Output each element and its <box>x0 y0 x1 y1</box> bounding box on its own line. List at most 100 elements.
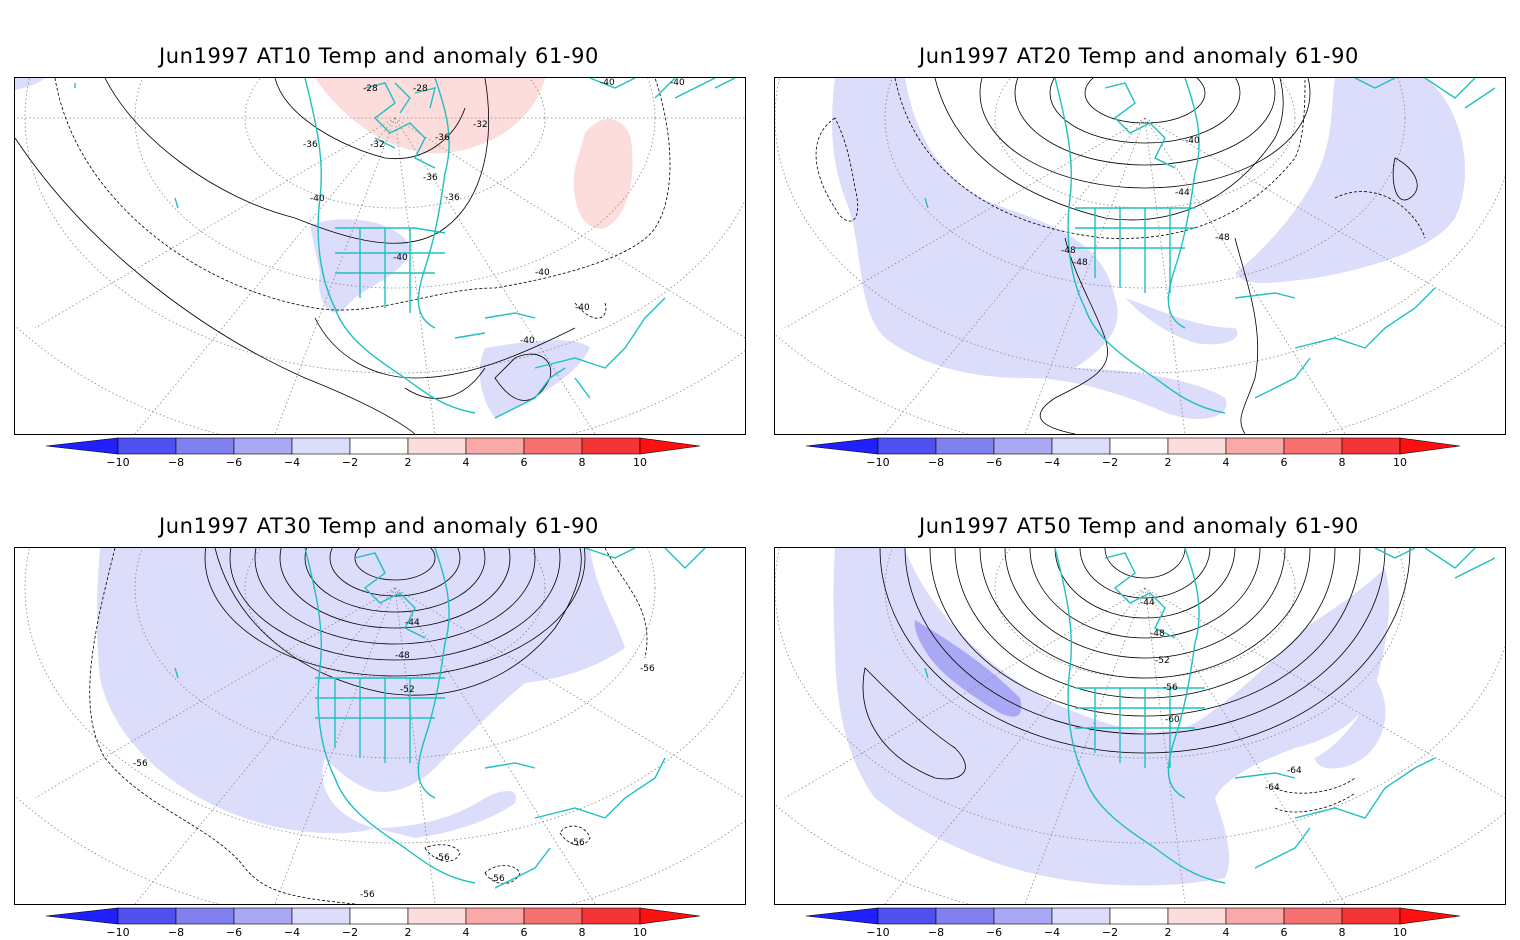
colorbar-svg <box>806 907 1461 925</box>
colorbar-svg <box>46 907 701 925</box>
anomaly-negative-region <box>1315 678 1386 769</box>
colorbar-label: −2 <box>341 456 359 469</box>
colorbar-label: 4 <box>462 456 470 469</box>
panel-at30: Jun1997 AT30 Temp and anomaly 61-90 <box>0 470 760 940</box>
colorbar-segment <box>117 437 177 455</box>
anomaly-positive-region <box>573 118 633 229</box>
colorbar-svg <box>46 437 701 455</box>
anomaly-negative-region <box>1125 298 1238 345</box>
colorbar-segment <box>46 437 119 455</box>
contour-label: -48 <box>1061 246 1076 256</box>
anomaly-negative-region <box>375 791 516 838</box>
colorbar-label: 8 <box>1338 456 1346 469</box>
anomaly-negative-region <box>15 78 45 90</box>
contour-label: -44 <box>1140 598 1155 608</box>
colorbar-label: 4 <box>462 926 470 939</box>
map-canvas <box>775 78 1505 434</box>
colorbar-label: −6 <box>225 456 243 469</box>
colorbar-segment <box>935 437 995 455</box>
colorbar-label: 10 <box>1393 456 1407 469</box>
colorbar-segment <box>175 437 235 455</box>
colorbar-segment <box>581 907 641 925</box>
colorbar-segment <box>523 907 583 925</box>
contour-label: -48 <box>1215 233 1230 243</box>
contour-label: -40 <box>670 78 685 88</box>
colorbar-label: −8 <box>927 456 945 469</box>
colorbar-label: 6 <box>520 456 528 469</box>
colorbar: −10 −8 −6 −4 −2 2 4 6 8 10 <box>806 436 1462 469</box>
colorbar-label: −8 <box>927 926 945 939</box>
contour-label: -40 <box>393 253 408 263</box>
colorbar-label: −2 <box>341 926 359 939</box>
coastline <box>924 78 1496 414</box>
colorbar-segment <box>407 907 467 925</box>
colorbar-segment <box>1225 907 1285 925</box>
map-at10: -28 -28 -32 -32 -36 -36 -36 -36 -40 -40 … <box>14 77 746 435</box>
colorbar-label: −2 <box>1101 456 1119 469</box>
colorbar-label: 6 <box>1280 456 1288 469</box>
coastline <box>924 548 1496 884</box>
map-canvas <box>775 548 1505 904</box>
map-at50: -44 -48 -52 -56 -60 -64 -64 <box>774 547 1506 905</box>
colorbar-segment <box>806 437 879 455</box>
colorbar-label: −6 <box>985 926 1003 939</box>
contour-label: -48 <box>395 651 410 661</box>
contour-label: -40 <box>535 268 550 278</box>
contour-label: -40 <box>575 303 590 313</box>
contour-label: -52 <box>400 685 415 695</box>
contour-label: -64 <box>1287 766 1302 776</box>
contour-label: -64 <box>1265 783 1280 793</box>
colorbar-label: 6 <box>1280 926 1288 939</box>
colorbar-label: 2 <box>1164 926 1172 939</box>
colorbar-segment <box>523 437 583 455</box>
colorbar-segment <box>1399 907 1461 925</box>
colorbar-segment <box>349 907 409 925</box>
panel-title: Jun1997 AT30 Temp and anomaly 61-90 <box>158 514 600 538</box>
colorbar-segment <box>1167 437 1227 455</box>
contour-label: -56 <box>1163 683 1178 693</box>
colorbar-label: 10 <box>633 926 647 939</box>
anomaly-negative-region-strong <box>914 620 1022 717</box>
colorbar-segment <box>1341 907 1401 925</box>
colorbar: −10 −8 −6 −4 −2 2 4 6 8 10 <box>46 906 702 939</box>
contour-label: -28 <box>413 84 428 94</box>
contour-label: -40 <box>1185 136 1200 146</box>
colorbar-segment <box>233 907 293 925</box>
contour-label: -56 <box>435 853 450 863</box>
colorbar-label: 4 <box>1222 926 1230 939</box>
panel-title: Jun1997 AT20 Temp and anomaly 61-90 <box>918 44 1360 68</box>
contour-label: -36 <box>423 173 438 183</box>
colorbar-label: −10 <box>106 456 130 469</box>
contour-label: -56 <box>360 890 375 900</box>
colorbar-label: 2 <box>1164 456 1172 469</box>
panel-title: Jun1997 AT10 Temp and anomaly 61-90 <box>158 44 600 68</box>
colorbar-segment <box>1341 437 1401 455</box>
panel-at20: Jun1997 AT20 Temp and anomaly 61-90 <box>760 0 1520 470</box>
colorbar-segment <box>877 907 937 925</box>
contour-label: -56 <box>640 664 655 674</box>
contour-label: -52 <box>1155 656 1170 666</box>
colorbar-label: −4 <box>283 456 301 469</box>
colorbar-segment <box>806 907 879 925</box>
colorbar-label: 8 <box>578 456 586 469</box>
contour-label: -40 <box>600 78 615 88</box>
colorbar-segment <box>175 907 235 925</box>
temperature-contours <box>815 78 1426 434</box>
panel-at10: Jun1997 AT10 Temp and anomaly 61-90 <box>0 0 760 470</box>
colorbar-segment <box>581 437 641 455</box>
colorbar-segment <box>1109 437 1169 455</box>
colorbar-segment <box>465 437 525 455</box>
colorbar-segment <box>1051 907 1111 925</box>
colorbar-segment <box>993 907 1053 925</box>
contour-label: -40 <box>310 194 325 204</box>
contour-label: -48 <box>1150 629 1165 639</box>
colorbar-label: 6 <box>520 926 528 939</box>
contour-label: -32 <box>473 120 488 130</box>
colorbar: −10 −8 −6 −4 −2 2 4 6 8 10 <box>46 436 702 469</box>
colorbar-label: −2 <box>1101 926 1119 939</box>
colorbar-label: 10 <box>633 456 647 469</box>
colorbar-segment <box>1225 437 1285 455</box>
colorbar-segment <box>877 437 937 455</box>
contour-label: -44 <box>405 618 420 628</box>
anomaly-negative-region <box>1235 78 1465 283</box>
